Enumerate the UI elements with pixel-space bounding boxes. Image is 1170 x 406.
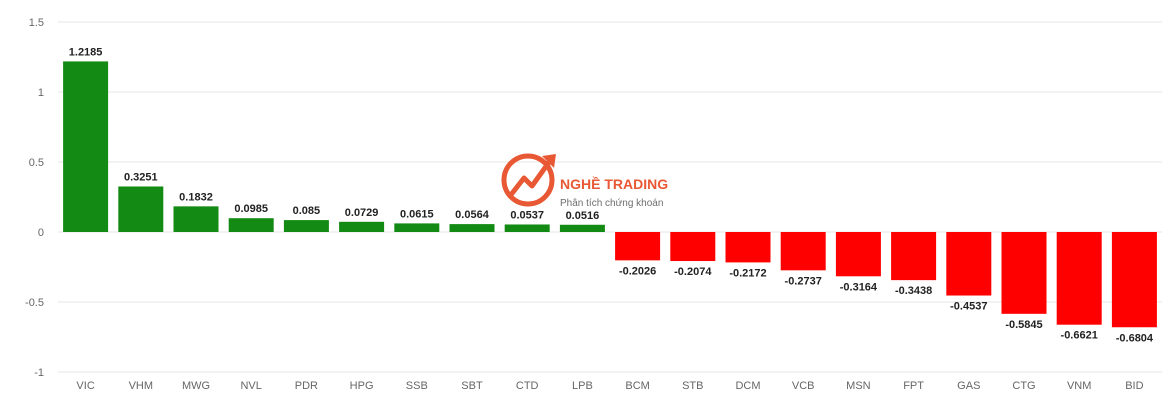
y-tick-label: -1 [34, 367, 44, 379]
x-tick-label: BID [1125, 380, 1143, 392]
bar-bid[interactable] [1111, 232, 1157, 328]
bar-lpb[interactable] [559, 224, 605, 232]
data-label: 0.0516 [566, 210, 600, 222]
x-tick-label: SBT [461, 380, 483, 392]
x-tick-label: CTG [1012, 380, 1035, 392]
bar-vic[interactable] [63, 61, 109, 232]
data-label: -0.2026 [619, 265, 656, 277]
bar-vhm[interactable] [118, 186, 164, 232]
bar-sbt[interactable] [449, 224, 495, 232]
data-label: -0.3438 [895, 285, 932, 297]
bars [63, 61, 1157, 328]
bar-stb[interactable] [670, 232, 716, 262]
x-tick-label: VCB [792, 380, 815, 392]
bar-ctd[interactable] [504, 224, 550, 232]
x-tick-label: HPG [350, 380, 374, 392]
data-label: 0.1832 [179, 191, 213, 203]
data-label: 0.0985 [234, 203, 268, 215]
watermark-title: NGHỀ TRADING [560, 176, 668, 192]
x-tick-label: NVL [240, 380, 261, 392]
y-tick-label: 0 [38, 227, 44, 239]
y-tick-label: 0.5 [29, 157, 44, 169]
x-tick-label: SSB [406, 380, 428, 392]
x-axis-ticks: VIC VHM MWG NVL PDR HPG SSB SBT CTD LPB BCM STB DCM V… [76, 380, 1143, 392]
x-tick-label: PDR [295, 380, 318, 392]
x-tick-label: GAS [957, 380, 980, 392]
data-label: -0.3164 [840, 281, 878, 293]
data-label: 0.0729 [345, 207, 379, 219]
data-label: 0.0564 [455, 209, 490, 221]
data-label: 0.0615 [400, 208, 434, 220]
data-label: 1.2185 [69, 46, 103, 58]
x-tick-label: MWG [182, 380, 210, 392]
bar-hpg[interactable] [339, 221, 385, 232]
x-tick-label: LPB [572, 380, 593, 392]
data-label: -0.6804 [1116, 332, 1154, 344]
watermark: NGHỀ TRADING Phân tích chứng khoán [501, 153, 668, 209]
x-tick-label: FPT [903, 380, 924, 392]
y-tick-label: -0.5 [25, 297, 44, 309]
bar-mwg[interactable] [173, 206, 219, 232]
data-label: -0.2737 [785, 275, 822, 287]
x-tick-label: VNM [1067, 380, 1091, 392]
y-tick-label: 1 [38, 87, 44, 99]
bar-msn[interactable] [835, 232, 881, 277]
x-tick-label: MSN [846, 380, 871, 392]
bar-nvl[interactable] [228, 218, 274, 232]
data-label: -0.4537 [950, 301, 987, 313]
bar-dcm[interactable] [725, 232, 771, 263]
y-axis-ticks: 1.5 1 0.5 0 -0.5 -1 [25, 17, 44, 379]
gridlines [58, 21, 1162, 373]
y-tick-label: 1.5 [29, 17, 44, 29]
bar-ctg[interactable] [1001, 232, 1047, 314]
data-labels: 1.2185 0.3251 0.1832 0.0985 0.085 0.0729 0.061… [69, 46, 1154, 344]
bar-gas[interactable] [946, 232, 992, 296]
x-tick-label: CTD [516, 380, 539, 392]
watermark-subtitle: Phân tích chứng khoán [560, 198, 663, 209]
data-label: -0.6621 [1061, 330, 1098, 342]
watermark-logo-icon [501, 153, 556, 207]
data-label: -0.2172 [729, 267, 766, 279]
data-label: -0.2074 [674, 266, 712, 278]
x-tick-label: BCM [625, 380, 649, 392]
bar-ssb[interactable] [394, 223, 440, 232]
bar-fpt[interactable] [891, 232, 937, 281]
x-tick-label: VIC [76, 380, 94, 392]
data-label: 0.085 [293, 205, 321, 217]
data-label: -0.5845 [1005, 319, 1042, 331]
bar-vnm[interactable] [1056, 232, 1102, 325]
bar-pdr[interactable] [283, 220, 329, 232]
x-tick-label: STB [682, 380, 703, 392]
data-label: 0.3251 [124, 171, 158, 183]
x-tick-label: VHM [129, 380, 153, 392]
bar-bcm[interactable] [615, 232, 661, 261]
x-tick-label: DCM [735, 380, 760, 392]
data-label: 0.0537 [510, 209, 544, 221]
bar-vcb[interactable] [780, 232, 826, 271]
